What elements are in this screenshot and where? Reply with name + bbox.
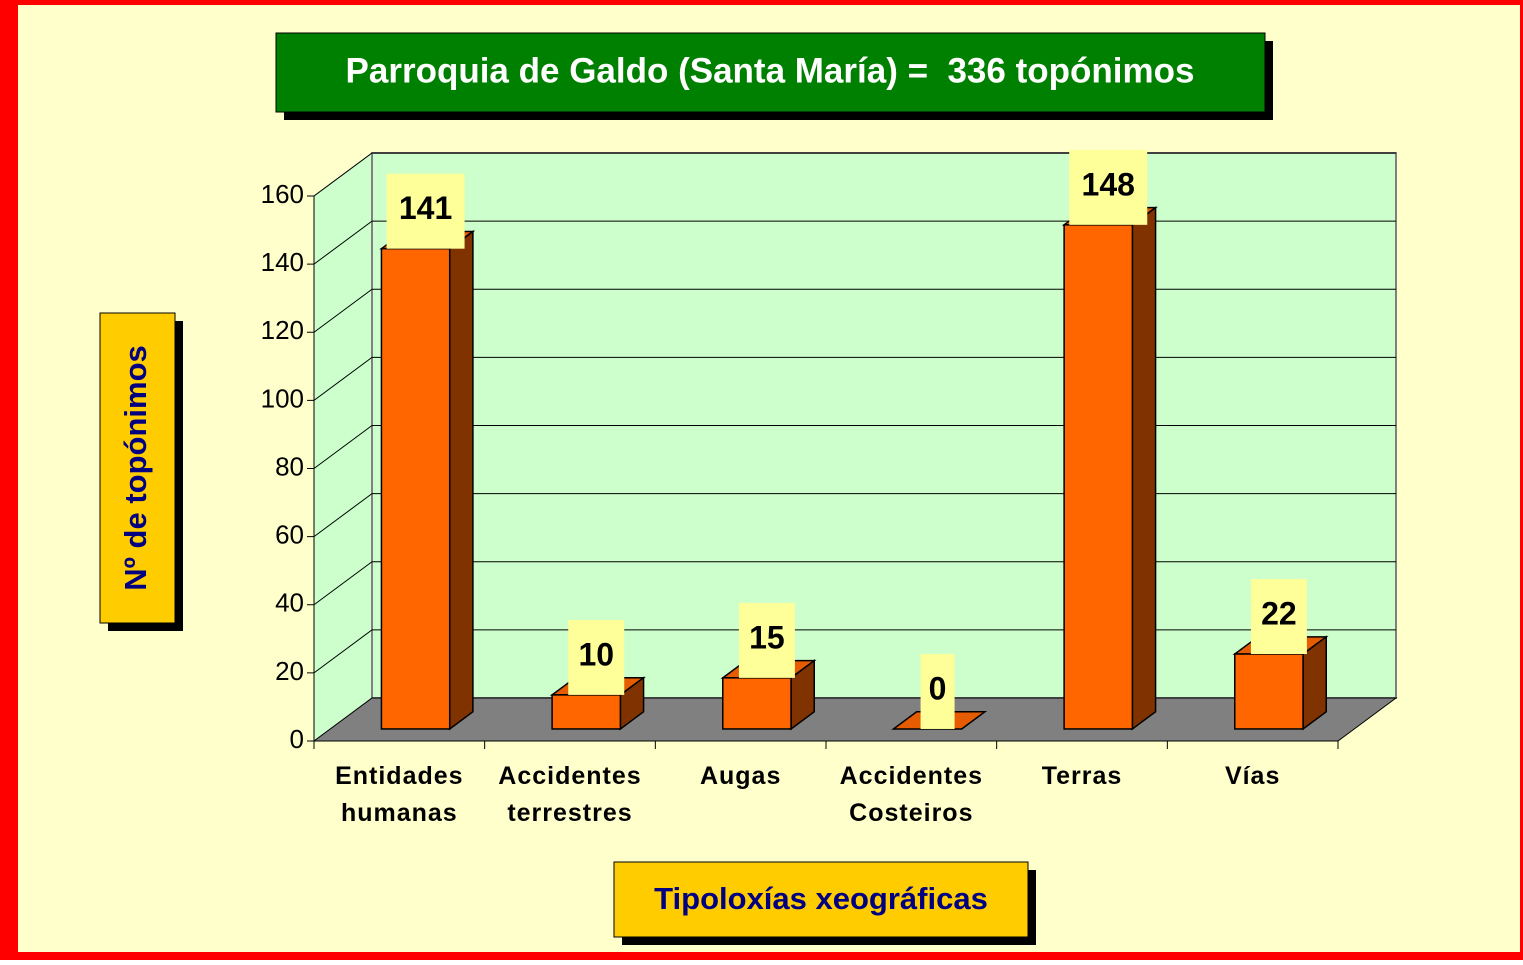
- grid-line: [313, 356, 373, 401]
- x-label-box: [613, 861, 1029, 938]
- y-tick-label: 0: [290, 724, 304, 754]
- value-label: 141: [399, 190, 452, 226]
- floor: [312, 697, 1398, 742]
- bar: [1234, 653, 1304, 730]
- title-box: [275, 32, 1266, 113]
- bar-side: [1131, 206, 1157, 731]
- grid-line: [313, 425, 373, 469]
- grid-line: [313, 629, 373, 674]
- y-axis-label: Nº de topónimos: [118, 345, 153, 591]
- value-label: 10: [578, 636, 614, 672]
- x-tick-label: Entidades humanas: [335, 762, 463, 827]
- value-label-box: [1250, 579, 1307, 655]
- value-label: 0: [929, 670, 947, 706]
- value-label-box: [568, 619, 625, 695]
- x-tick-label: Accidentes Costeiros: [840, 762, 983, 827]
- y-tick-label: 80: [275, 451, 304, 481]
- bar-side: [448, 229, 474, 731]
- chart-title: Parroquia de Galdo (Santa María) = 336 t…: [346, 51, 1195, 90]
- y-label-box: [99, 312, 176, 624]
- value-label-box: [386, 173, 465, 249]
- value-label: 15: [749, 619, 785, 655]
- value-label: 22: [1261, 595, 1297, 631]
- value-label-box: [920, 653, 955, 729]
- bar: [722, 677, 792, 730]
- grid-line: [313, 561, 373, 606]
- y-tick-label: 60: [275, 520, 304, 550]
- grid-line: [313, 220, 373, 265]
- grid-line: [313, 152, 373, 197]
- y-tick-label: 140: [261, 247, 304, 277]
- bar: [1063, 224, 1134, 730]
- grid-line: [313, 493, 373, 538]
- y-tick-label: 40: [275, 588, 304, 618]
- y-tick-label: 120: [261, 315, 304, 345]
- x-tick-label: Vías: [1225, 762, 1280, 790]
- grid-line: [313, 288, 373, 333]
- y-tick-label: 100: [261, 383, 304, 413]
- y-tick-label: 20: [275, 656, 304, 686]
- x-axis-label: Tipoloxías xeográficas: [654, 881, 988, 916]
- bar: [380, 247, 451, 730]
- y-tick-label: 160: [261, 179, 304, 209]
- x-tick-label: Terras: [1042, 762, 1123, 790]
- value-label: 148: [1082, 166, 1135, 202]
- value-label-box: [738, 602, 795, 678]
- x-tick-label: Accidentes terrestres: [498, 762, 641, 827]
- value-label-box: [1069, 149, 1148, 225]
- x-tick-label: Augas: [700, 762, 781, 790]
- bar: [551, 694, 622, 730]
